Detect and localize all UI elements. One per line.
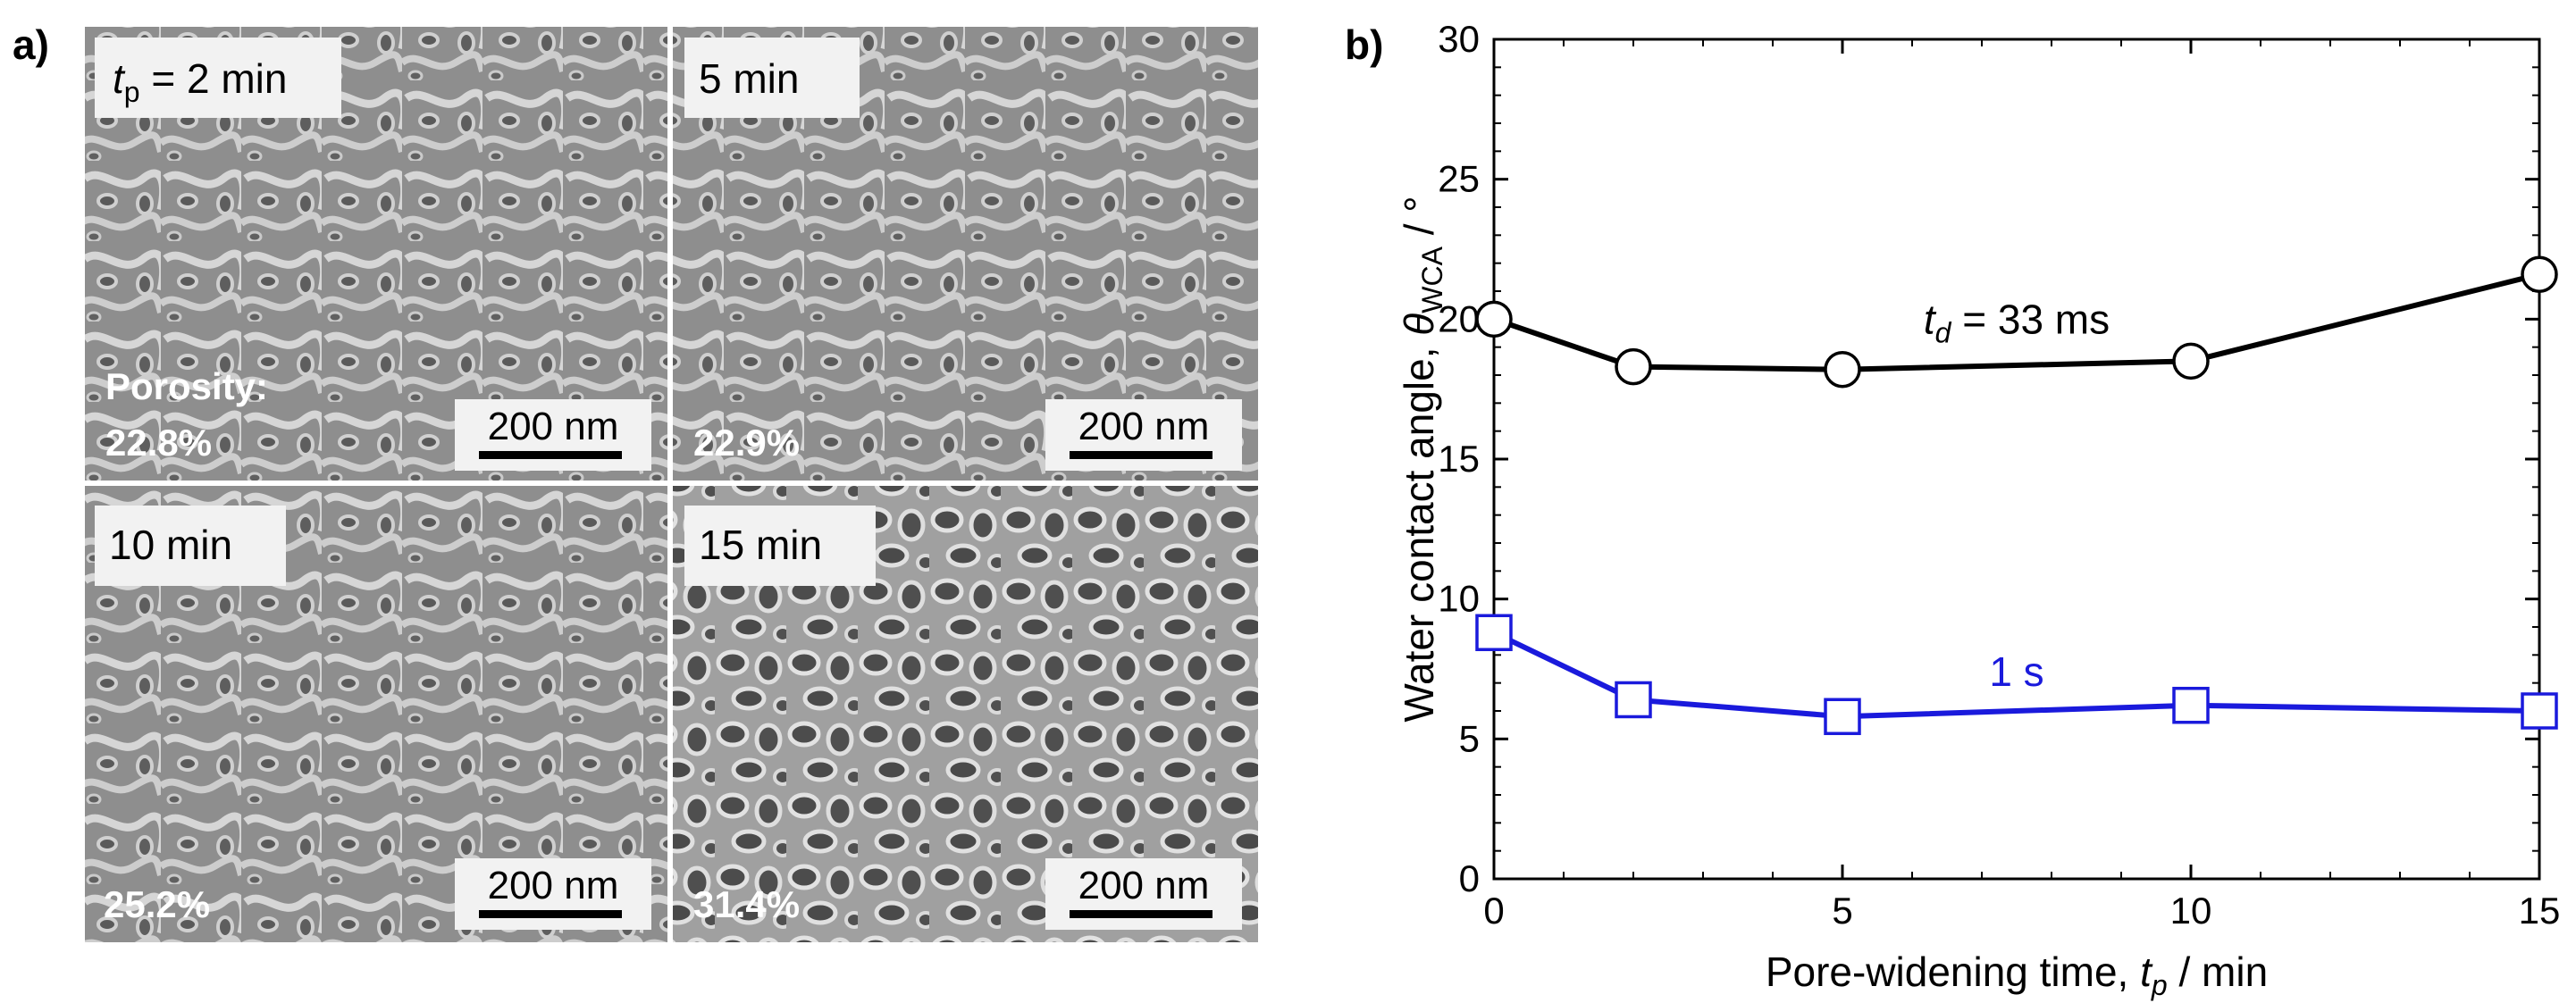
scale-bar-label: 200 nm xyxy=(1078,864,1210,907)
x-tick-label: 5 xyxy=(1832,890,1852,932)
x-tick-label: 10 xyxy=(2170,890,2212,932)
x-tick-label: 0 xyxy=(1483,890,1504,932)
sem-tile-10min: 10 min 25.2% 200 nm xyxy=(85,486,667,942)
porosity-title: Porosity: xyxy=(105,365,268,407)
scale-bar-label: 200 nm xyxy=(488,405,619,448)
series-label-33ms: td = 33 ms xyxy=(1924,296,2110,348)
y-tick-label: 30 xyxy=(1438,18,1480,60)
data-point-circle xyxy=(1615,347,1652,386)
contact-angle-chart: 0 5 10 15 20 25 30 0 5 10 15 td = 33 ms 1 s Pore-… xyxy=(1396,18,2560,1001)
porosity-value-5min: 22.9% xyxy=(693,422,800,464)
time-label-box xyxy=(95,38,341,118)
panel-a-letter: a) xyxy=(13,21,49,68)
time-label-2min: tp = 2 min xyxy=(113,55,288,108)
sem-tile-5min: 5 min 22.9% 200 nm xyxy=(673,27,1258,481)
series-label-1s: 1 s xyxy=(1989,648,2043,695)
series-layer xyxy=(1475,255,2558,736)
data-point-square xyxy=(1824,698,1861,736)
time-label-box xyxy=(95,506,286,586)
y-tick-label: 0 xyxy=(1459,857,1480,899)
plot-frame xyxy=(1492,38,2541,881)
porosity-value-10min: 25.2% xyxy=(104,883,210,925)
data-point-square xyxy=(2172,686,2210,724)
y-tick-label: 25 xyxy=(1438,158,1480,200)
time-label-10min: 10 min xyxy=(109,522,232,568)
scale-bar xyxy=(1070,451,1212,459)
data-point-circle xyxy=(2521,255,2558,293)
data-point-square xyxy=(1615,681,1652,719)
scale-bar-label: 200 nm xyxy=(1078,405,1210,448)
sem-tile-15min: 15 min 31.4% 200 nm xyxy=(673,486,1258,942)
scale-bar-label: 200 nm xyxy=(488,864,619,907)
porosity-value-2min: 22.8% xyxy=(105,422,212,464)
y-tick-label: 5 xyxy=(1459,717,1480,759)
data-point-square xyxy=(2521,692,2558,730)
data-point-circle xyxy=(2172,342,2210,380)
x-axis-ticks: 0 5 10 15 xyxy=(1483,39,2560,932)
scale-bar xyxy=(1070,910,1212,918)
time-label-5min: 5 min xyxy=(699,55,799,102)
porosity-value-15min: 31.4% xyxy=(693,883,800,925)
x-tick-label: 15 xyxy=(2519,890,2561,932)
panel-b-letter: b) xyxy=(1345,21,1383,68)
scale-bar xyxy=(479,910,622,918)
data-point-circle xyxy=(1475,300,1513,339)
scale-bar xyxy=(479,451,622,459)
y-tick-label: 15 xyxy=(1438,438,1480,480)
sem-tile-2min: tp = 2 min Porosity: 22.8% 200 nm xyxy=(85,27,667,481)
time-label-box xyxy=(684,506,876,586)
y-tick-label: 20 xyxy=(1438,297,1480,339)
y-axis-title: Water contact angle, θWCA / ° xyxy=(1396,196,1448,722)
y-axis-ticks: 0 5 10 15 20 25 30 xyxy=(1438,18,2539,899)
data-point-circle xyxy=(1824,350,1861,389)
time-label-box xyxy=(684,38,860,118)
data-point-square xyxy=(1475,614,1513,652)
x-axis-title: Pore-widening time, tp / min xyxy=(1766,949,2268,1001)
time-label-15min: 15 min xyxy=(699,522,822,568)
y-tick-label: 10 xyxy=(1438,578,1480,620)
